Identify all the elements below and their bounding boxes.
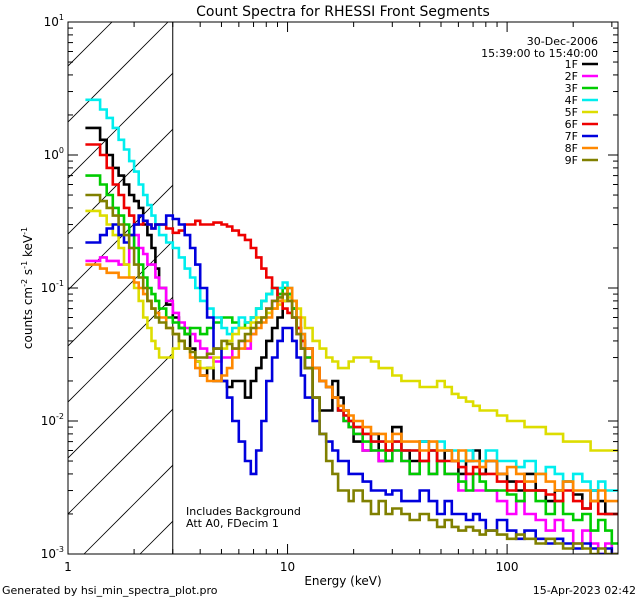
legend-label-9F: 9F: [565, 154, 578, 167]
chart-title: Count Spectra for RHESSI Front Segments: [196, 4, 490, 20]
y-tick-label: 101: [44, 13, 64, 29]
legend-label-2F: 2F: [565, 70, 578, 83]
y-tick-label: 10-2: [41, 412, 64, 428]
footer-timestamp: 15-Apr-2023 02:42: [533, 584, 636, 597]
legend-label-4F: 4F: [565, 94, 578, 107]
y-tick-label: 100: [44, 146, 64, 162]
x-axis-label: Energy (keV): [304, 574, 381, 588]
y-tick-label: 10-3: [41, 545, 64, 561]
legend-label-3F: 3F: [565, 82, 578, 95]
annotation-attenuator: Att A0, FDecim 1: [186, 517, 279, 530]
series-line-8F: [85, 263, 618, 503]
series-line-7F: [85, 214, 618, 554]
y-tick-label: 10-1: [41, 279, 64, 295]
date-label: 30-Dec-2006: [527, 35, 598, 48]
hatch-line: [68, 352, 173, 459]
hatch-line: [68, 22, 169, 123]
x-tick-label: 100: [496, 560, 519, 574]
legend-label-1F: 1F: [565, 58, 578, 71]
hatch-line: [68, 184, 173, 291]
time-range-label: 15:39:00 to 15:40:00: [481, 47, 598, 60]
series-line-9F: [85, 193, 618, 554]
hatch-line: [68, 22, 113, 67]
hatch-line: [68, 408, 173, 515]
legend-label-8F: 8F: [565, 142, 578, 155]
hatched-region: [68, 22, 173, 554]
series-group: [85, 98, 618, 554]
x-tick-label: 10: [280, 560, 295, 574]
legend-label-7F: 7F: [565, 130, 578, 143]
footer-generator: Generated by hsi_min_spectra_plot.pro: [2, 584, 218, 597]
legend-label-6F: 6F: [565, 118, 578, 131]
x-tick-label: 1: [64, 560, 72, 574]
legend-label-5F: 5F: [565, 106, 578, 119]
annotation-background: Includes Background: [186, 505, 301, 518]
axis-ticks: [67, 22, 618, 555]
axis-tick-labels: 1 10 100 10-3 10-2 10-1 100 101: [41, 13, 519, 574]
hatch-line: [68, 240, 173, 347]
y-axis-label: counts cm-2 s-1 keV-1: [20, 227, 35, 349]
